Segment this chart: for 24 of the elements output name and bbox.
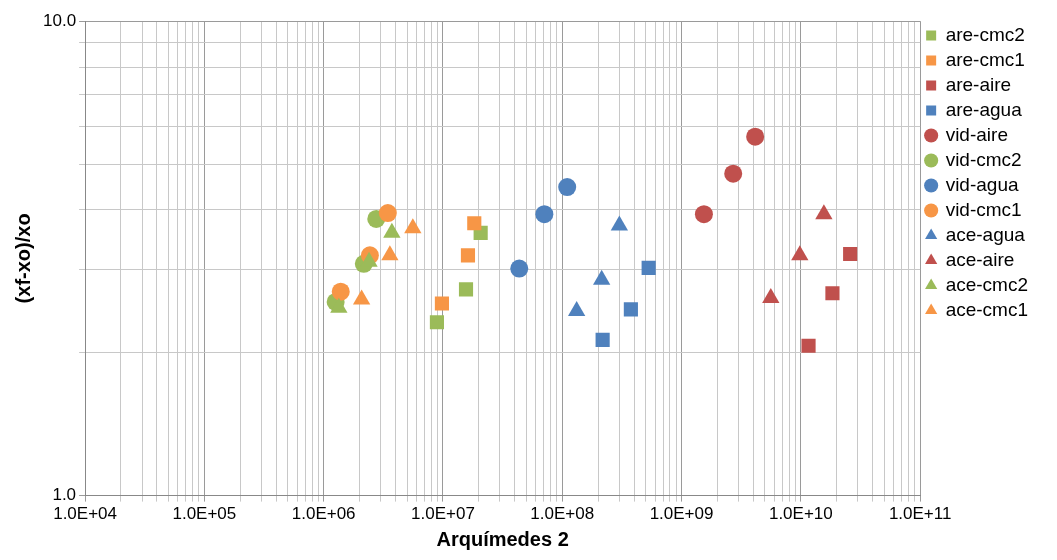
x-tick-label: 1.0E+08	[530, 504, 595, 524]
x-tick-label: 1.0E+06	[291, 504, 356, 524]
legend-label: vid-cmc1	[945, 198, 1022, 220]
legend-label: are-cmc1	[945, 48, 1025, 70]
x-tick-label: 1.0E+10	[768, 504, 833, 524]
legend-label: vid-agua	[945, 173, 1019, 195]
legend-label: vid-aire	[945, 123, 1008, 145]
legend-label: are-agua	[945, 98, 1023, 120]
legend-label: are-aire	[945, 73, 1012, 95]
x-tick-label: 1.0E+05	[172, 504, 237, 524]
legend-label: ace-agua	[945, 223, 1026, 245]
x-tick-label: 1.0E+04	[53, 504, 117, 524]
x-tick-label: 1.0E+11	[888, 504, 952, 524]
legend-label: ace-cmc1	[945, 298, 1028, 320]
y-axis-title: (xf-xo)/xo	[11, 213, 34, 304]
y-tick-label: 1.0	[52, 485, 77, 505]
x-tick-label: 1.0E+07	[411, 504, 475, 524]
legend-label: ace-cmc2	[945, 273, 1028, 295]
legend-label: are-cmc2	[945, 23, 1025, 45]
x-tick-label: 1.0E+09	[649, 504, 714, 524]
legend-label: vid-cmc2	[945, 148, 1022, 170]
y-tick-label: 10.0	[42, 10, 77, 30]
x-axis-title: Arquímedes 2	[436, 527, 569, 550]
legend-label: ace-aire	[945, 248, 1015, 270]
